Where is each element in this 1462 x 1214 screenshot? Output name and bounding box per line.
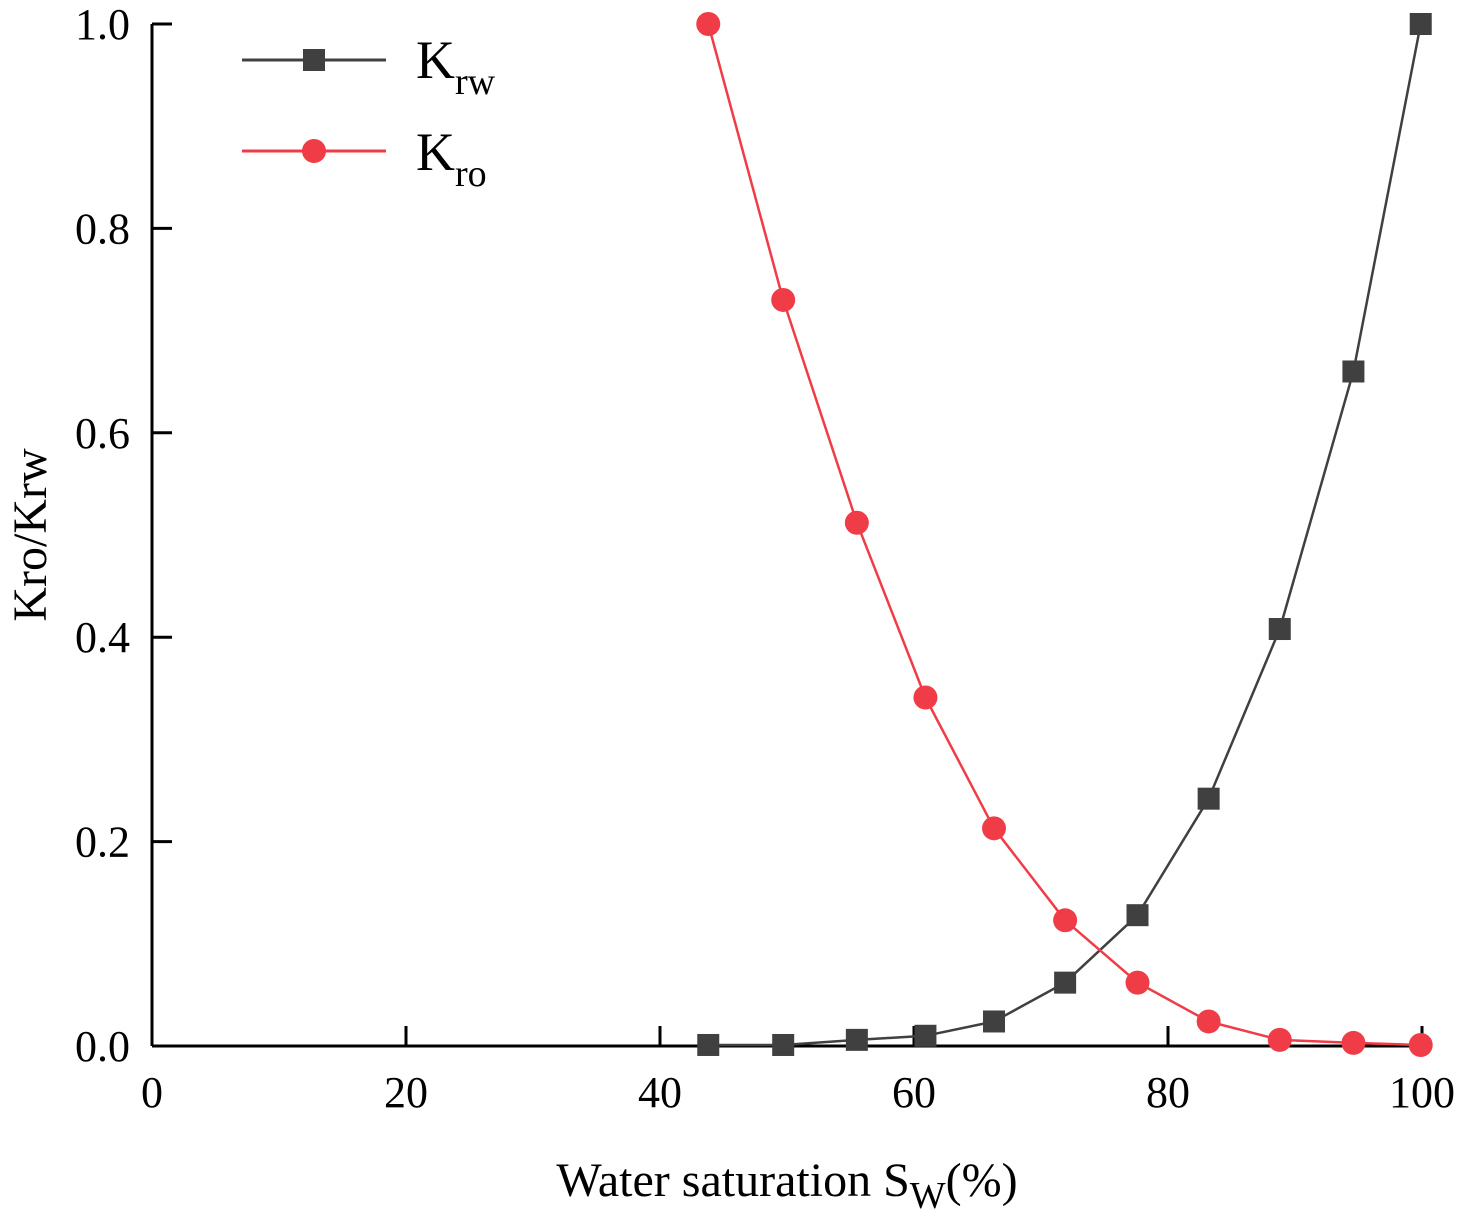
data-point-krw [1409, 13, 1432, 35]
series-krw [697, 13, 1432, 1056]
legend-marker-kro [302, 139, 326, 163]
data-point-kro [1125, 970, 1150, 995]
y-axis-title: Kro/Krw [4, 448, 57, 622]
legend-label-krw: Krw [416, 30, 496, 103]
axes [150, 24, 1422, 1048]
series-line-krw [708, 23, 1422, 1047]
data-point-kro [1408, 1032, 1433, 1057]
x-tick-label: 100 [1389, 1068, 1455, 1117]
data-point-kro [982, 816, 1007, 841]
x-ticks: 0 20 40 60 80 100 [141, 1026, 1455, 1117]
legend-item-kro: Kro [242, 122, 487, 195]
y-tick-label: 0.4 [75, 613, 130, 662]
y-tick-label: 0.0 [75, 1022, 130, 1071]
data-point-kro [913, 685, 938, 710]
data-point-krw [772, 1033, 795, 1056]
x-axis-title-suffix: (%) [946, 1154, 1018, 1207]
x-tick-label: 20 [384, 1068, 428, 1117]
data-point-kro [1341, 1030, 1366, 1055]
data-point-kro [1267, 1027, 1292, 1052]
legend-label-kro-main: K [416, 122, 455, 182]
y-tick-label: 0.6 [75, 409, 130, 458]
data-point-krw [983, 1010, 1006, 1033]
data-point-krw [1342, 360, 1365, 383]
data-point-kro [844, 510, 869, 535]
y-ticks: 0.0 0.2 0.4 0.6 0.8 1.0 [75, 0, 172, 1071]
legend-label-kro: Kro [416, 122, 487, 195]
data-point-kro [1196, 1009, 1221, 1034]
data-point-kro [696, 12, 721, 36]
data-point-krw [1268, 618, 1291, 641]
legend: Krw Kro [242, 30, 496, 195]
series-kro [696, 12, 1433, 1057]
data-point-krw [1126, 904, 1149, 927]
y-tick-label: 0.8 [75, 204, 130, 253]
data-point-krw [697, 1033, 720, 1056]
x-axis-title: Water saturation SW(%) [556, 1154, 1017, 1214]
data-point-krw [845, 1028, 868, 1051]
x-axis-title-main: Water saturation S [556, 1154, 909, 1207]
y-tick-label: 1.0 [75, 0, 130, 49]
x-tick-label: 0 [141, 1068, 163, 1117]
legend-item-krw: Krw [242, 30, 496, 103]
legend-marker-krw [303, 49, 325, 71]
x-tick-label: 80 [1146, 1068, 1190, 1117]
data-point-krw [914, 1024, 937, 1047]
data-point-krw [1054, 971, 1077, 994]
legend-label-krw-sub: rw [455, 61, 496, 103]
x-tick-label: 40 [638, 1068, 682, 1117]
x-tick-label: 60 [892, 1068, 936, 1117]
data-point-kro [1053, 908, 1078, 933]
data-point-kro [771, 287, 796, 312]
x-axis-title-sub: W [910, 1175, 946, 1214]
series-line-kro [707, 23, 1421, 1047]
y-tick-label: 0.2 [75, 818, 130, 867]
legend-label-krw-main: K [416, 30, 455, 90]
series-layer [696, 12, 1433, 1057]
data-point-krw [1197, 787, 1220, 810]
legend-label-kro-sub: ro [455, 153, 487, 195]
